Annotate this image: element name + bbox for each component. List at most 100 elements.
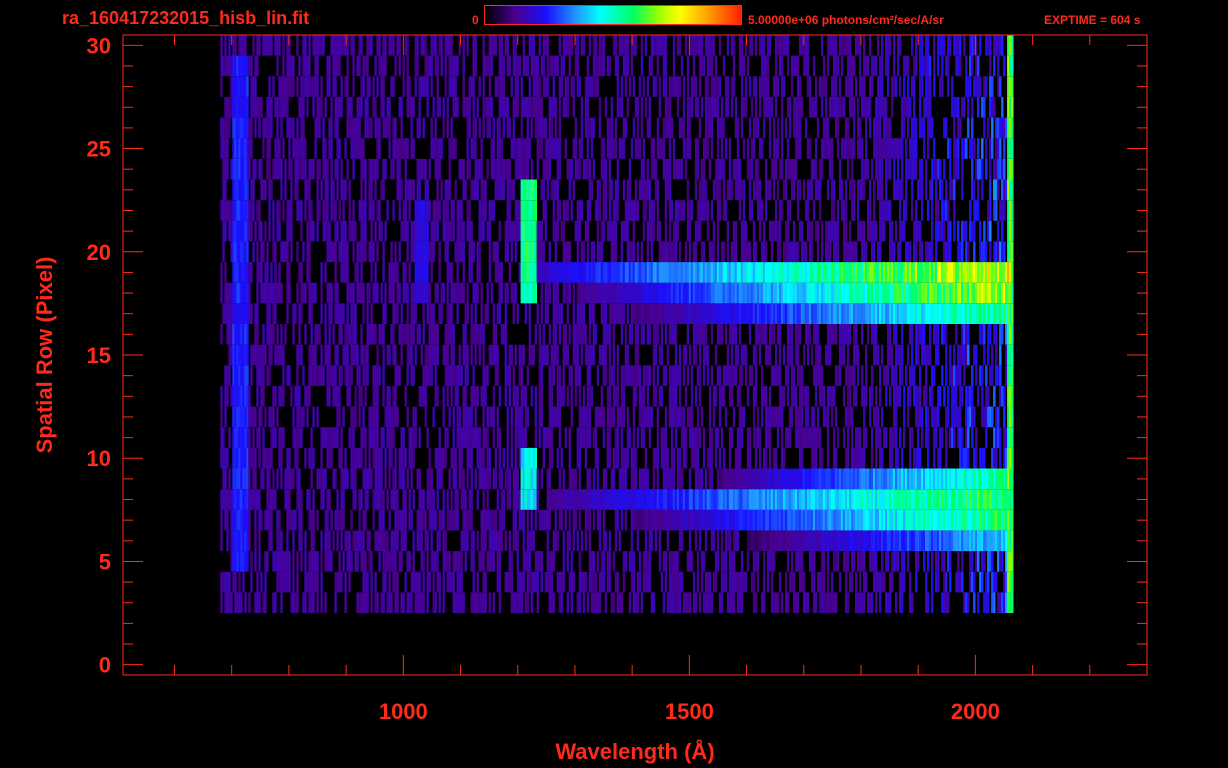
heatmap-cell xyxy=(486,468,489,490)
heatmap-cell xyxy=(246,365,249,386)
heatmap-cell xyxy=(288,509,291,531)
heatmap-cell xyxy=(346,241,349,263)
heatmap-cell xyxy=(350,427,353,448)
heatmap-cell xyxy=(596,282,600,304)
heatmap-cell xyxy=(684,241,688,263)
heatmap-cell xyxy=(490,406,493,428)
heatmap-cell xyxy=(494,530,497,552)
heatmap-cell xyxy=(468,262,471,283)
heatmap-cell xyxy=(432,571,435,593)
heatmap-cell xyxy=(929,509,932,531)
heatmap-cell xyxy=(512,468,515,490)
heatmap-cell xyxy=(873,509,876,531)
heatmap-cell xyxy=(536,262,539,283)
heatmap-cell xyxy=(720,386,724,407)
heatmap-cell xyxy=(891,365,894,386)
heatmap-cell xyxy=(931,551,934,572)
heatmap-cell xyxy=(562,365,565,386)
heatmap-cell xyxy=(584,220,588,242)
heatmap-cell xyxy=(644,489,648,510)
heatmap-cell xyxy=(861,489,864,510)
heatmap-cell xyxy=(654,324,658,345)
heatmap-cell xyxy=(434,200,437,221)
heatmap-cell xyxy=(909,262,912,283)
heatmap-cell xyxy=(899,427,902,448)
heatmap-cell xyxy=(965,406,968,428)
heatmap-cell xyxy=(620,241,624,263)
heatmap-cell xyxy=(935,571,938,593)
heatmap-cell xyxy=(346,262,349,283)
heatmap-cell xyxy=(953,406,956,428)
heatmap-cell xyxy=(430,489,433,510)
heatmap-cell xyxy=(628,365,632,386)
heatmap-cell xyxy=(840,262,844,283)
heatmap-cell xyxy=(778,489,782,510)
heatmap-cell xyxy=(630,509,634,531)
heatmap-cell xyxy=(865,241,868,263)
heatmap-cell xyxy=(1009,551,1012,572)
heatmap-cell xyxy=(594,282,598,304)
heatmap-cell xyxy=(1009,282,1012,304)
heatmap-cell xyxy=(230,592,233,613)
heatmap-cell xyxy=(392,386,395,407)
heatmap-cell xyxy=(452,509,455,531)
heatmap-cell xyxy=(975,344,978,366)
heatmap-cell xyxy=(965,324,968,345)
heatmap-cell xyxy=(816,344,820,366)
heatmap-cell xyxy=(857,592,860,613)
heatmap-cell xyxy=(742,220,746,242)
heatmap-cell xyxy=(238,241,241,263)
heatmap-cell xyxy=(937,324,940,345)
heatmap-cell xyxy=(875,489,878,510)
heatmap-cell xyxy=(356,530,359,552)
heatmap-cell xyxy=(724,365,728,386)
heatmap-cell xyxy=(460,530,463,552)
heatmap-cell xyxy=(604,303,608,324)
heatmap-cell xyxy=(957,551,960,572)
heatmap-cell xyxy=(476,241,479,263)
heatmap-cell xyxy=(576,365,579,386)
heatmap-cell xyxy=(232,489,235,510)
heatmap-cell xyxy=(692,303,696,324)
heatmap-cell xyxy=(816,303,820,324)
heatmap-cell xyxy=(1003,406,1006,428)
heatmap-cell xyxy=(975,551,978,572)
heatmap-cell xyxy=(442,447,445,469)
heatmap-cell xyxy=(524,447,527,469)
heatmap-cell xyxy=(602,406,606,428)
heatmap-cell xyxy=(915,571,918,593)
heatmap-cell xyxy=(847,365,850,386)
heatmap-cell xyxy=(1003,386,1006,407)
heatmap-cell xyxy=(640,489,644,510)
heatmap-cell xyxy=(458,427,461,448)
heatmap-cell xyxy=(264,406,267,428)
heatmap-cell xyxy=(652,344,656,366)
heatmap-cell xyxy=(328,489,331,510)
heatmap-cell xyxy=(552,530,555,552)
heatmap-cell xyxy=(774,344,778,366)
heatmap-cell xyxy=(778,220,782,242)
heatmap-cell xyxy=(242,530,245,552)
heatmap-cell xyxy=(308,241,311,263)
heatmap-cell xyxy=(901,489,904,510)
heatmap-cell xyxy=(540,509,543,531)
heatmap-cell xyxy=(414,303,417,324)
heatmap-cell xyxy=(812,365,816,386)
heatmap-cell xyxy=(562,530,565,552)
heatmap-cell xyxy=(957,303,960,324)
heatmap-cell xyxy=(246,241,249,263)
heatmap-cell xyxy=(668,571,672,593)
heatmap-cell xyxy=(859,427,862,448)
heatmap-cell xyxy=(919,406,922,428)
heatmap-cell xyxy=(694,447,698,469)
heatmap-cell xyxy=(234,509,237,531)
heatmap-cell xyxy=(260,344,263,366)
heatmap-cell xyxy=(973,571,976,593)
heatmap-cell xyxy=(734,365,738,386)
heatmap-cell xyxy=(374,468,377,490)
heatmap-cell xyxy=(678,489,682,510)
heatmap-cell xyxy=(248,303,251,324)
heatmap-cell xyxy=(616,427,620,448)
heatmap-cell xyxy=(266,365,269,386)
heatmap-cell xyxy=(592,427,596,448)
